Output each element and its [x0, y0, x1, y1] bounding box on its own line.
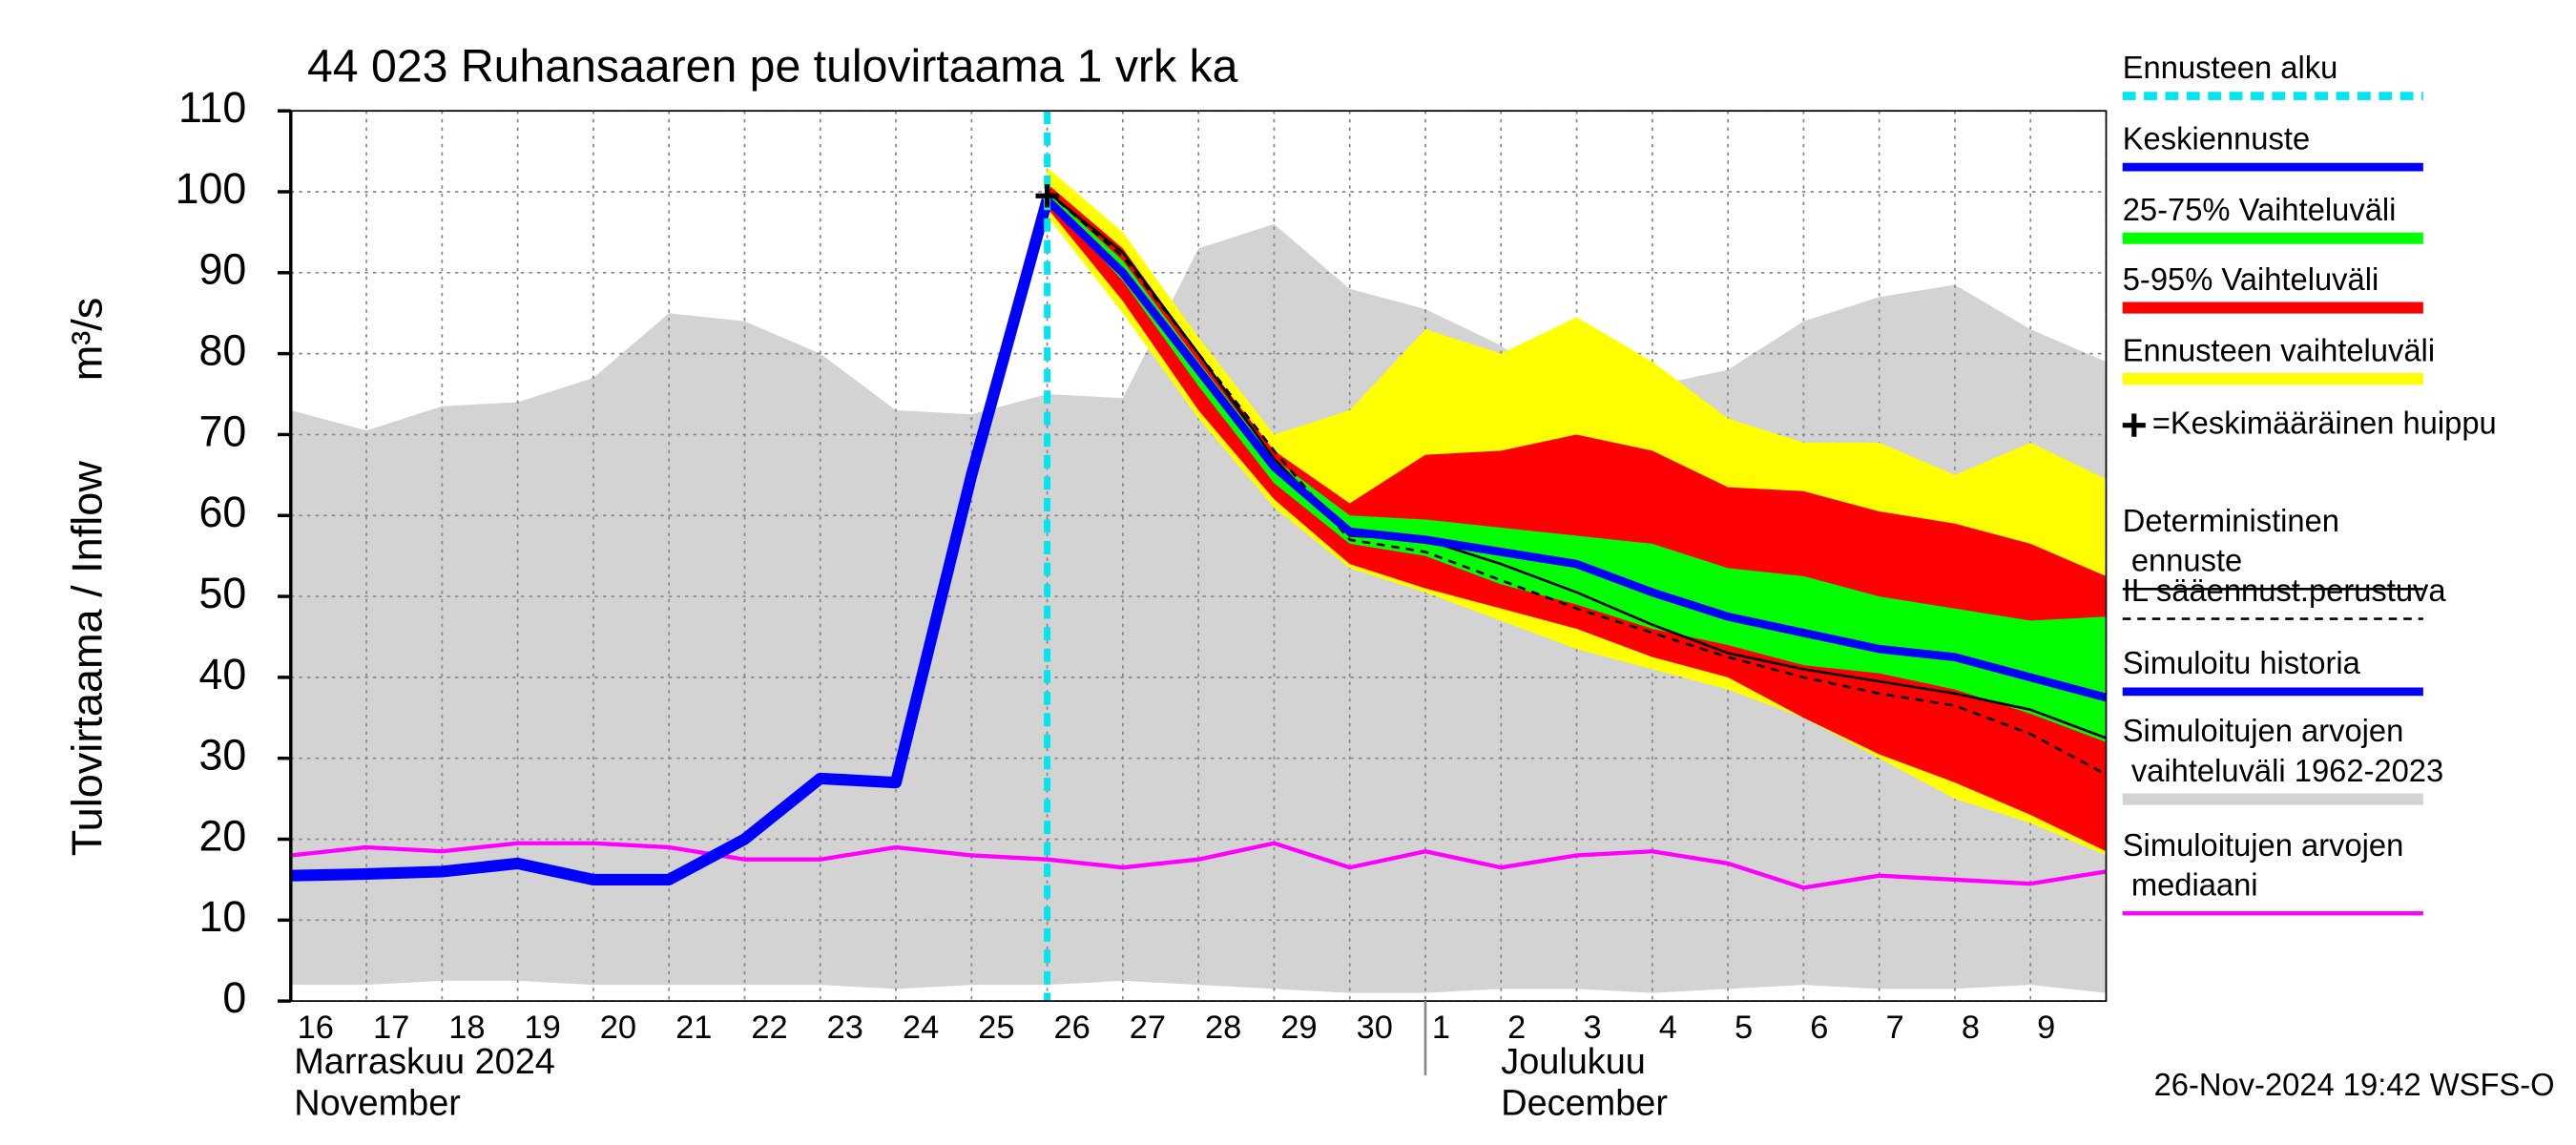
month-label: Joulukuu — [1501, 1042, 1646, 1082]
y-tick-label: 40 — [199, 650, 247, 698]
x-tick-label: 27 — [1130, 1010, 1166, 1046]
series-line — [1044, 197, 2108, 702]
series-line — [1046, 190, 2107, 739]
legend-label-line: =Keskimääräinen huippu — [2152, 405, 2497, 440]
y-tick-label: 10 — [199, 892, 247, 941]
x-tick-label: 23 — [827, 1010, 863, 1046]
y-axis-unit: m³/s — [63, 298, 112, 382]
legend-label-line: Simuloitujen arvojen — [2123, 826, 2404, 862]
legend-label-line: Simuloitu historia — [2123, 645, 2361, 680]
month-label: Marraskuu 2024 — [294, 1042, 555, 1082]
band-area — [1047, 191, 2107, 742]
x-tick-label: 16 — [298, 1010, 334, 1046]
y-tick-label: 50 — [199, 569, 247, 617]
legend-label: Keskiennuste — [2123, 120, 2310, 156]
x-tick-label: 29 — [1280, 1010, 1317, 1046]
x-tick-label: 17 — [373, 1010, 409, 1046]
x-tick-label: 25 — [978, 1010, 1014, 1046]
timestamp: 26-Nov-2024 19:42 WSFS-O — [2154, 1067, 2555, 1102]
legend-label: 5-95% Vaihteluväli — [2123, 260, 2379, 296]
month-label-en: November — [294, 1083, 461, 1123]
chart-title: 44 023 Ruhansaaren pe tulovirtaama 1 vrk… — [307, 41, 1237, 93]
series-line — [290, 841, 2107, 890]
x-tick-label: 19 — [525, 1010, 561, 1046]
legend-swatch — [2122, 413, 2146, 437]
x-tick-label: 20 — [600, 1010, 636, 1046]
legend-label-line: Keskiennuste — [2123, 120, 2310, 156]
legend-label: =Keskimääräinen huippu — [2152, 405, 2497, 440]
legend-label: Deterministinen ennuste — [2123, 503, 2339, 578]
x-tick-label: 24 — [903, 1010, 939, 1046]
legend-label-line: Simuloitujen arvojen — [2123, 713, 2404, 748]
x-tick-label: 8 — [1962, 1010, 1980, 1046]
peak-marker — [1035, 184, 1059, 208]
x-tick-label: 6 — [1810, 1010, 1828, 1046]
legend-label-line: ennuste — [2123, 542, 2243, 577]
y-axis-label: Tulovirtaama / Inflow — [63, 461, 112, 857]
x-tick-label: 2 — [1507, 1010, 1526, 1046]
x-tick-label: 18 — [448, 1010, 485, 1046]
legend-label-line: vaihteluväli 1962-2023 — [2123, 752, 2443, 787]
legend-label: Simuloitujen arvojen vaihteluväli 1962-2… — [2123, 713, 2443, 788]
x-tick-label: 26 — [1053, 1010, 1090, 1046]
legend-label: Ennusteen vaihteluväli — [2123, 332, 2435, 367]
legend-label-line: Ennusteen alku — [2123, 49, 2338, 84]
x-tick-label: 7 — [1886, 1010, 1904, 1046]
y-tick-label: 110 — [178, 83, 246, 132]
y-tick-label: 90 — [199, 245, 247, 294]
y-tick-label: 0 — [222, 973, 246, 1022]
y-tick-label: 30 — [199, 730, 247, 779]
legend-label: Simuloitujen arvojen mediaani — [2123, 826, 2404, 902]
x-tick-label: 21 — [675, 1010, 712, 1046]
x-tick-label: 3 — [1583, 1010, 1601, 1046]
month-label-en: December — [1501, 1083, 1668, 1123]
legend-label-line: IL sääennust.perustuva — [2123, 572, 2447, 607]
legend-label-line: 25-75% Vaihteluväli — [2123, 192, 2397, 227]
x-tick-label: 22 — [751, 1010, 787, 1046]
legend-label-line: mediaani — [2123, 866, 2258, 902]
legend-label: Ennusteen alku — [2123, 49, 2338, 84]
band-area — [1047, 183, 2107, 852]
y-tick-label: 20 — [199, 811, 247, 860]
y-tick-label: 60 — [199, 488, 247, 536]
legend-label-line: Ennusteen vaihteluväli — [2123, 332, 2435, 367]
series-line — [290, 198, 1053, 885]
legend-label-line: Deterministinen — [2123, 503, 2339, 538]
series-line — [1046, 191, 2108, 776]
legend-label-line: 5-95% Vaihteluväli — [2123, 260, 2379, 296]
legend-label: Simuloitu historia — [2123, 645, 2361, 680]
x-tick-label: 1 — [1432, 1010, 1450, 1046]
x-tick-label: 4 — [1659, 1010, 1677, 1046]
legend-label: 25-75% Vaihteluväli — [2123, 192, 2397, 227]
x-tick-label: 5 — [1735, 1010, 1753, 1046]
x-tick-label: 28 — [1205, 1010, 1241, 1046]
y-tick-label: 100 — [176, 164, 247, 213]
y-tick-label: 80 — [199, 325, 247, 374]
x-tick-label: 30 — [1357, 1010, 1393, 1046]
x-tick-label: 9 — [2037, 1010, 2055, 1046]
legend-label: IL sääennust.perustuva — [2123, 572, 2447, 607]
y-tick-label: 70 — [199, 406, 247, 455]
